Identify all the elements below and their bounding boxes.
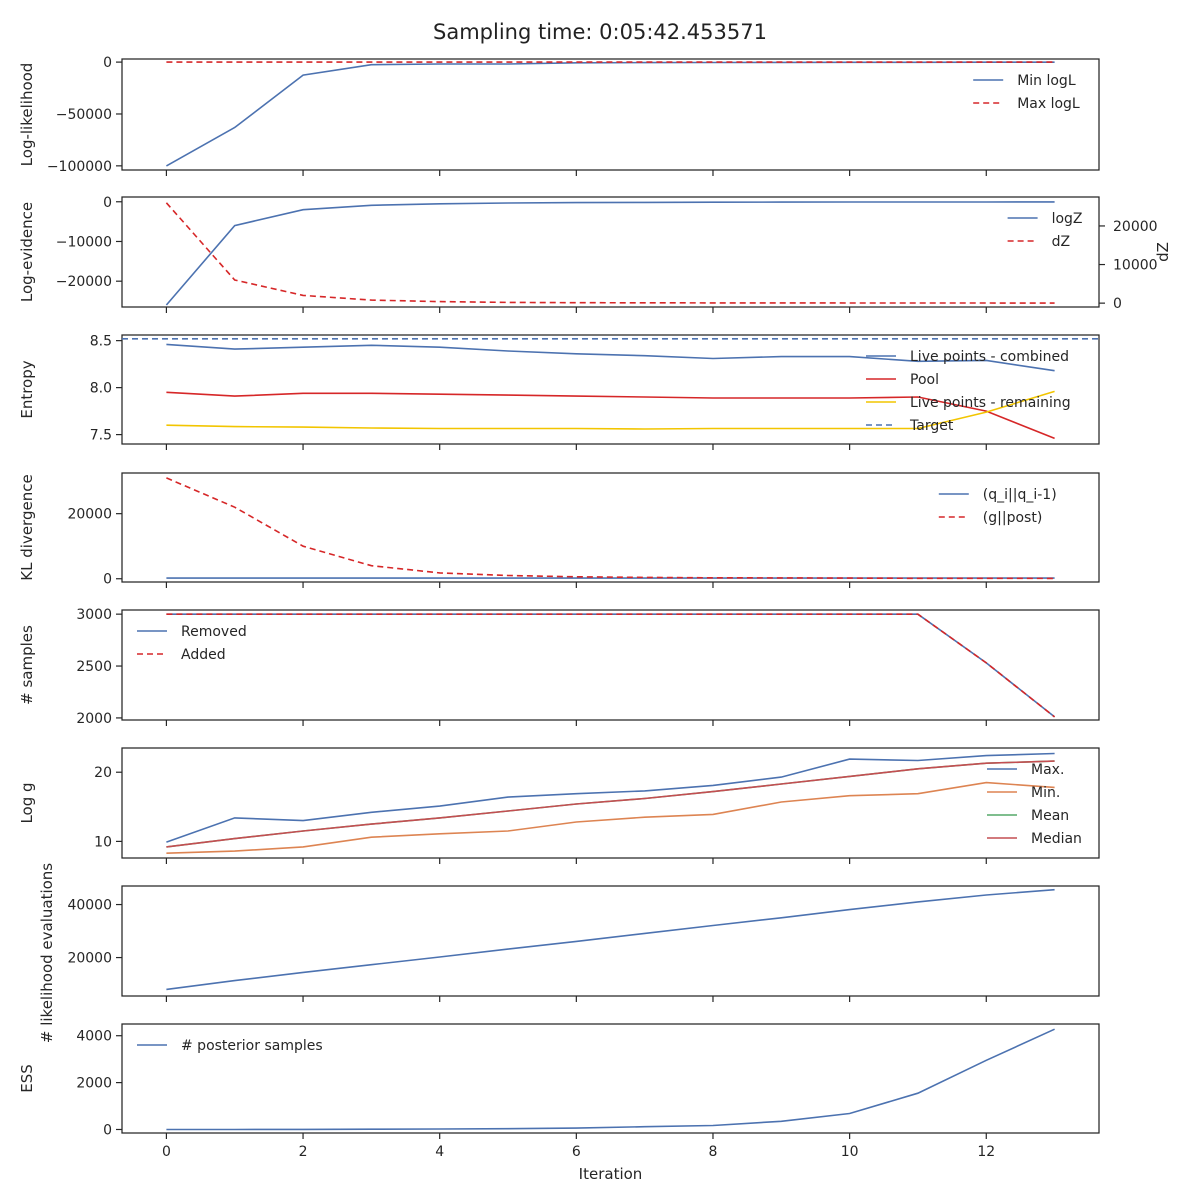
axes-frame [121,58,1100,171]
y2-tick-label: 10000 [1113,258,1158,274]
y-axis-label: Entropy [18,360,36,418]
y-axis-label: ESS [18,1064,36,1093]
panel-1: 0 −50000 −100000 Log-likelihood Min logL Max … [18,55,1100,176]
y-tick-label: 10 [94,834,112,850]
series-line-1 [166,613,1056,718]
legend-label: logZ [1052,211,1083,227]
x-tick-label: 4 [435,1144,444,1160]
legend-label: dZ [1052,234,1070,250]
series-line-1 [166,61,1055,167]
legend-label: Min. [1031,785,1060,801]
series-line-1 [165,201,1055,306]
y-tick-label: 7.5 [90,428,112,444]
y-tick-label: −100000 [47,159,112,175]
legend-label: Max. [1031,762,1064,778]
axes-frame [121,1023,1100,1134]
axes-frame [121,885,1100,997]
legend-label: # posterior samples [181,1038,323,1054]
y-tick-label: 40000 [67,898,112,914]
series-line-1 [166,1028,1055,1131]
legend-label: Added [181,647,226,663]
panel-6: 10 20 Log g Max. Min. Mean Median [18,747,1100,864]
x-axis-label: Iteration [579,1165,643,1183]
panel-3: 7.5 8.0 8.5 Entropy Live points - combined Po… [18,334,1100,450]
y-tick-label: 2000 [76,711,112,727]
y-tick-label: 2000 [76,1076,112,1092]
y-tick-label: 0 [103,195,112,211]
y-axis-label: Log g [18,782,36,823]
y-tick-label: 20000 [67,951,112,967]
x-tick-label: 12 [977,1144,995,1160]
y-tick-label: −50000 [56,107,112,123]
y2-tick-label: 0 [1113,296,1122,312]
series-line-3 [166,390,1055,430]
y-tick-label: 0 [103,1122,112,1138]
panel-4: 0 20000 KL divergence (q_i||q_i-1) (g||post) [18,472,1100,588]
legend-label: Pool [910,372,939,388]
y-tick-label: −10000 [56,234,112,250]
y-tick-label: 8.0 [90,381,112,397]
legend-label: (g||post) [983,510,1042,526]
y-axis-label: Log-likelihood [18,63,36,167]
series-line-2 [166,477,1055,580]
legend-label: Target [909,418,954,434]
y-tick-label: 4000 [76,1029,112,1045]
y-axis-label: # samples [18,625,36,705]
x-tick-label: 10 [841,1144,859,1160]
y-axis-label: # likelihood evaluations [38,863,56,1043]
y-tick-label: −20000 [56,274,112,290]
series-line-2 [166,391,1055,440]
legend-label: (q_i||q_i-1) [983,487,1057,503]
legend-label: Median [1031,831,1082,847]
legend-label: Removed [181,624,247,640]
axes-frame [121,472,1100,583]
panel-7: 20000 40000 # likelihood evaluations [38,863,1100,1043]
series-line-1 [166,343,1055,372]
panel-2: 0 −10000 −20000 Log-evidence 0 10000 20000 dZ lo… [18,195,1172,313]
panel-5: 2000 2500 3000 # samples Removed Added [18,607,1100,727]
axes-frame [121,747,1100,859]
y-tick-label: 3000 [76,607,112,623]
legend-label: Mean [1031,808,1069,824]
x-tick-label: 6 [572,1144,581,1160]
y-axis-label: Log-evidence [18,202,36,302]
series-line-3 [166,760,1055,848]
x-tick-label: 8 [709,1144,718,1160]
axes-frame [121,334,1100,445]
legend-label: Live points - combined [910,349,1069,365]
panel-8: 0 2000 4000 ESS # posterior samples 0 2 4 6 8 10 12… [18,1023,1100,1183]
y2-tick-label: 20000 [1113,219,1158,235]
y-tick-label: 0 [103,55,112,71]
series-line-2 [166,781,1055,854]
y-tick-label: 2500 [76,659,112,675]
x-tick-label: 2 [299,1144,308,1160]
y-tick-label: 8.5 [90,334,112,350]
y-axis-label: KL divergence [18,474,36,580]
figure-title: Sampling time: 0:05:42.453571 [433,20,767,44]
y-tick-label: 20 [94,765,112,781]
legend-label: Max logL [1017,96,1080,112]
series-line-4 [166,760,1055,848]
series-line-2 [166,613,1056,718]
y-tick-label: 20000 [67,507,112,523]
legend-label: Live points - remaining [910,395,1071,411]
series-line-1 [166,752,1055,843]
series-line-2 [165,202,1055,304]
axes-frame [121,609,1100,721]
x-tick-label: 0 [162,1144,171,1160]
y-tick-label: 0 [103,572,112,588]
series-line-1 [166,888,1055,991]
legend-label: Min logL [1017,73,1076,89]
axes-frame [121,196,1100,308]
y2-axis-label: dZ [1154,242,1172,262]
